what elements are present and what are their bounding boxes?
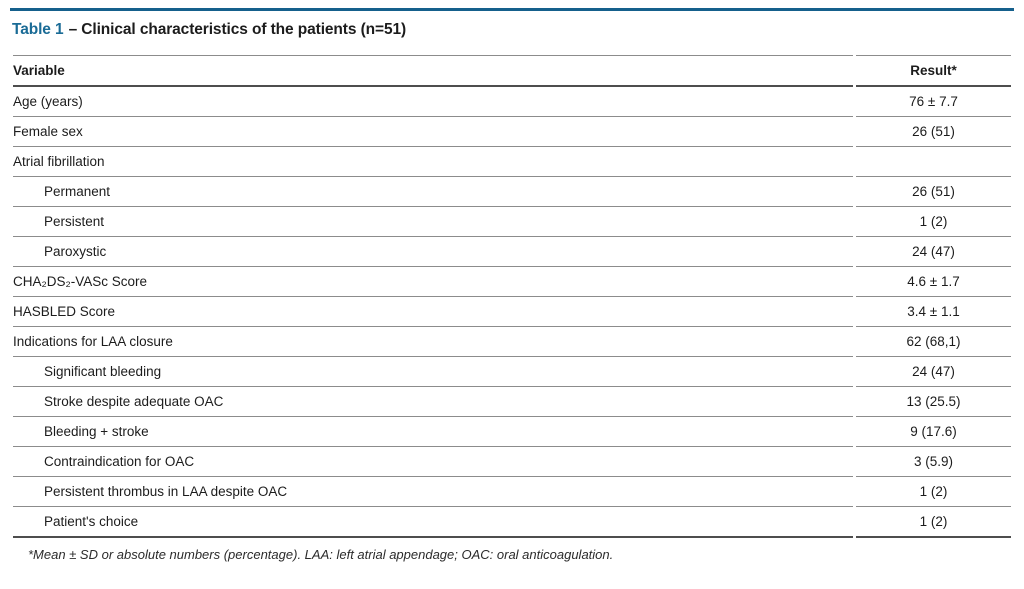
table-row: Atrial fibrillation [13,147,1011,177]
table-row: Age (years) 76 ± 7.7 [13,87,1011,117]
page: Table 1– Clinical characteristics of the… [0,8,1024,589]
table-row: Persistent 1 (2) [13,207,1011,237]
table-row: Patient's choice 1 (2) [13,507,1011,538]
result-cell: 13 (25.5) [856,387,1011,417]
result-cell: 1 (2) [856,207,1011,237]
result-cell: 4.6 ± 1.7 [856,267,1011,297]
result-cell: 3.4 ± 1.1 [856,297,1011,327]
column-header-result: Result* [856,55,1011,87]
table-footnote: *Mean ± SD or absolute numbers (percenta… [28,547,614,562]
table-row: Indications for LAA closure 62 (68,1) [13,327,1011,357]
table-row: CHA₂DS₂-VASc Score 4.6 ± 1.7 [13,267,1011,297]
table-row: Female sex 26 (51) [13,117,1011,147]
result-cell: 76 ± 7.7 [856,87,1011,117]
table-row: Significant bleeding 24 (47) [13,357,1011,387]
result-cell: 24 (47) [856,357,1011,387]
variable-cell: Female sex [13,117,853,147]
table-header: Variable Result* [13,55,1011,87]
result-cell: 26 (51) [856,177,1011,207]
result-cell: 1 (2) [856,477,1011,507]
variable-cell: HASBLED Score [13,297,853,327]
variable-cell: Paroxystic [13,237,853,267]
variable-cell: Contraindication for OAC [13,447,853,477]
variable-cell: CHA₂DS₂-VASc Score [13,267,853,297]
table-row: Paroxystic 24 (47) [13,237,1011,267]
variable-cell: Atrial fibrillation [13,147,853,177]
table-title: Table 1– Clinical characteristics of the… [12,21,1014,39]
table-title-number: Table 1 [12,21,64,38]
variable-cell: Age (years) [13,87,853,117]
table-row: Stroke despite adequate OAC 13 (25.5) [13,387,1011,417]
variable-cell: Indications for LAA closure [13,327,853,357]
top-accent-rule [10,8,1014,11]
result-cell: 62 (68,1) [856,327,1011,357]
table-title-text: – Clinical characteristics of the patien… [68,21,407,38]
variable-cell: Significant bleeding [13,357,853,387]
variable-cell: Persistent [13,207,853,237]
result-cell: 9 (17.6) [856,417,1011,447]
table-row: Persistent thrombus in LAA despite OAC 1… [13,477,1011,507]
table-row: HASBLED Score 3.4 ± 1.1 [13,297,1011,327]
variable-cell: Persistent thrombus in LAA despite OAC [13,477,853,507]
clinical-characteristics-table: Variable Result* Age (years) 76 ± 7.7 Fe… [10,55,1014,538]
variable-cell: Bleeding + stroke [13,417,853,447]
result-cell: 3 (5.9) [856,447,1011,477]
result-cell: 26 (51) [856,117,1011,147]
variable-cell: Permanent [13,177,853,207]
table-body: Age (years) 76 ± 7.7 Female sex 26 (51) … [13,87,1011,538]
result-cell [856,147,1011,177]
variable-cell: Patient's choice [13,507,853,538]
header-row: Variable Result* [13,55,1011,87]
column-header-variable: Variable [13,55,853,87]
table-row: Bleeding + stroke 9 (17.6) [13,417,1011,447]
variable-cell: Stroke despite adequate OAC [13,387,853,417]
table-row: Permanent 26 (51) [13,177,1011,207]
result-cell: 24 (47) [856,237,1011,267]
result-cell: 1 (2) [856,507,1011,538]
table-row: Contraindication for OAC 3 (5.9) [13,447,1011,477]
